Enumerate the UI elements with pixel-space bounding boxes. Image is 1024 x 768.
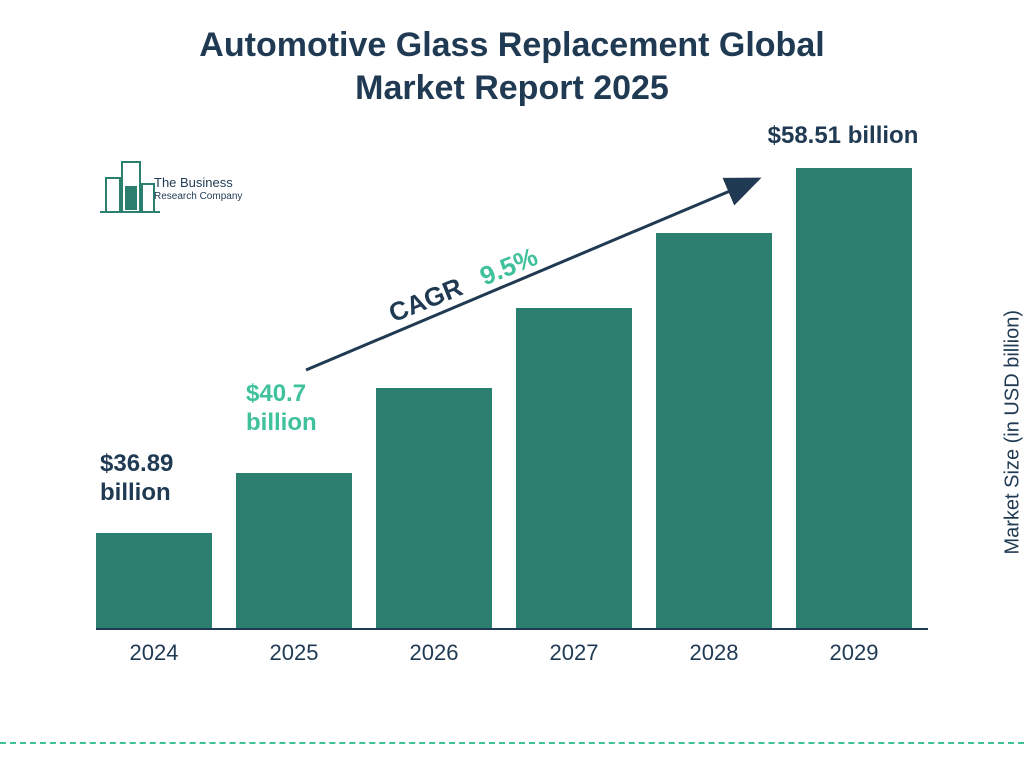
bar-chart: 2024 2025 2026 2027 2028 2029 $36.89 bil…	[96, 140, 928, 660]
cagr-annotation: CAGR 9.5%	[356, 210, 796, 410]
chart-canvas: Automotive Glass Replacement Global Mark…	[0, 0, 1024, 768]
cagr-label: CAGR	[384, 272, 466, 328]
chart-title: Automotive Glass Replacement Global Mark…	[0, 24, 1024, 109]
title-line-2: Market Report 2025	[355, 69, 669, 107]
footer-divider	[0, 742, 1024, 744]
y-axis-label: Market Size (in USD billion)	[1002, 310, 1024, 555]
title-line-1: Automotive Glass Replacement Global	[199, 26, 824, 64]
cagr-value: 9.5%	[475, 241, 541, 291]
